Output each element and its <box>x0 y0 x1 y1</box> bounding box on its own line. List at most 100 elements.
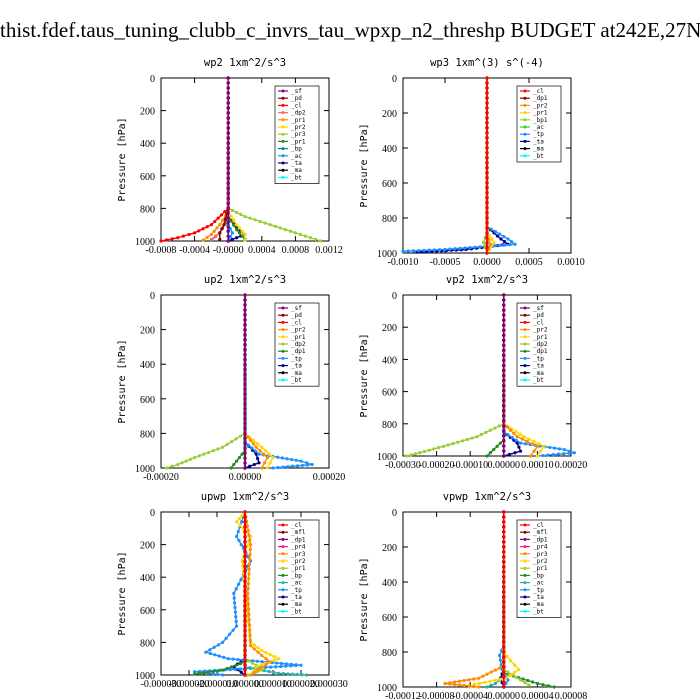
legend-label: _cl <box>291 319 302 326</box>
data-point <box>272 670 276 675</box>
data-point <box>547 684 551 688</box>
data-point <box>257 461 261 465</box>
data-point <box>485 672 489 676</box>
y-tick-label: 800 <box>140 638 155 649</box>
data-point <box>216 672 220 677</box>
data-point <box>485 106 489 110</box>
data-point <box>502 454 506 458</box>
y-tick-label: 400 <box>382 144 397 155</box>
data-point <box>546 453 550 457</box>
data-point <box>249 673 253 677</box>
series-cl <box>243 510 247 677</box>
data-point <box>211 672 215 676</box>
data-point <box>502 363 506 368</box>
data-point <box>228 667 232 672</box>
data-point <box>294 458 298 462</box>
data-point <box>485 96 489 100</box>
data-point <box>265 456 269 460</box>
series-line <box>416 78 510 253</box>
data-point <box>521 677 525 681</box>
legend-marker <box>523 306 527 310</box>
x-tick-label: 0.00010 <box>521 460 554 471</box>
legend-marker <box>281 545 285 549</box>
data-point <box>165 466 169 470</box>
data-point <box>226 136 230 140</box>
x-tick-label: -0.000010 <box>197 679 238 690</box>
data-point <box>478 245 482 249</box>
x-tick-label: 0.0008 <box>282 245 310 256</box>
data-point <box>519 441 523 445</box>
data-point <box>233 610 237 614</box>
data-point <box>502 555 506 559</box>
data-point <box>277 671 281 675</box>
data-point <box>502 368 506 373</box>
data-point <box>226 96 230 100</box>
data-point <box>502 338 506 342</box>
y-tick-label: 200 <box>382 543 397 554</box>
data-point <box>276 465 280 470</box>
data-point <box>485 685 489 689</box>
data-point <box>248 538 252 542</box>
data-point <box>502 645 506 649</box>
data-point <box>246 555 250 559</box>
data-point <box>230 208 234 213</box>
y-tick-label: 1000 <box>135 464 155 475</box>
y-tick-label: 400 <box>140 139 155 150</box>
data-point <box>256 456 260 461</box>
data-point <box>221 668 225 672</box>
data-point <box>243 362 247 366</box>
data-point <box>246 443 251 447</box>
data-point <box>216 447 220 451</box>
data-point <box>239 670 243 674</box>
legend-marker <box>523 371 527 375</box>
legend-label: _bt <box>533 608 544 615</box>
data-point <box>300 673 304 677</box>
data-point <box>243 549 247 554</box>
data-point <box>226 101 230 105</box>
data-point <box>532 449 536 453</box>
y-tick-label: 200 <box>382 109 397 120</box>
data-point <box>502 515 506 519</box>
data-point <box>502 550 506 554</box>
data-point <box>520 437 524 441</box>
data-point <box>485 116 489 120</box>
y-tick-label: 800 <box>140 204 155 215</box>
data-point <box>502 610 506 614</box>
data-point <box>234 663 238 667</box>
x-tick-label: -0.0010 <box>388 257 419 268</box>
data-point <box>223 210 227 214</box>
legend-marker <box>523 545 527 549</box>
data-point <box>252 670 257 674</box>
data-point <box>502 409 506 413</box>
data-point <box>502 650 506 654</box>
y-tick-label: 0 <box>392 74 397 85</box>
data-point <box>485 246 489 250</box>
legend-marker <box>281 335 285 339</box>
y-tick-label: 1000 <box>377 452 397 463</box>
data-point <box>502 590 506 594</box>
data-point <box>180 461 184 465</box>
data-point <box>243 342 247 347</box>
data-point <box>443 247 447 252</box>
data-point <box>413 452 417 456</box>
data-point <box>246 597 250 601</box>
data-point <box>298 232 303 237</box>
data-point <box>263 221 267 225</box>
data-point <box>463 246 467 250</box>
legend-label: _ma <box>533 601 544 608</box>
data-point <box>290 457 294 462</box>
data-point <box>448 682 452 686</box>
legend-label: _pr1 <box>533 110 548 117</box>
legend-marker <box>281 581 285 585</box>
legend-label: _ac <box>533 124 544 131</box>
data-point <box>243 624 247 628</box>
data-point <box>243 584 247 588</box>
data-point <box>285 457 289 461</box>
data-point <box>231 628 235 632</box>
data-point <box>288 229 292 233</box>
data-point <box>254 665 258 669</box>
data-point <box>264 662 268 667</box>
legend-marker <box>281 342 285 346</box>
data-point <box>233 667 237 671</box>
